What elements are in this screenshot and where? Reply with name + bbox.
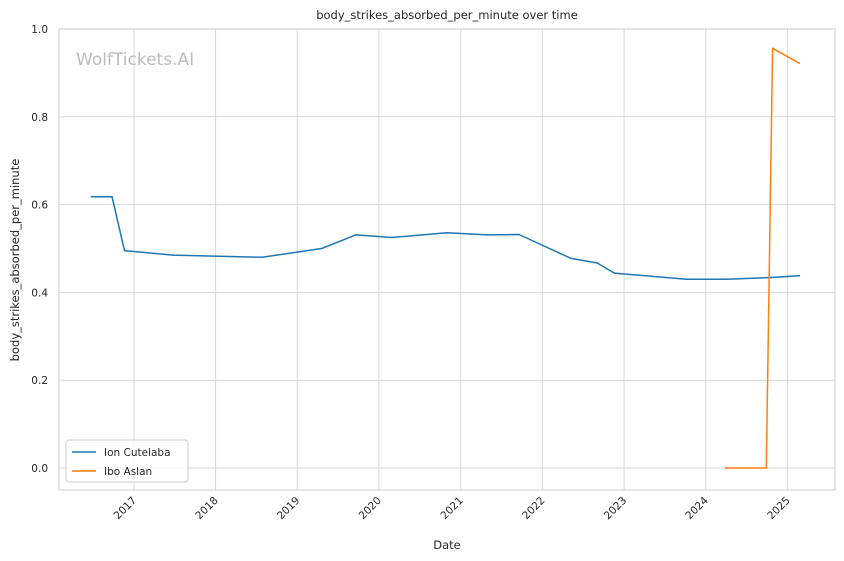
series-point-0 (172, 254, 174, 256)
series-point-0 (798, 274, 801, 277)
y-tick-label: 0.2 (31, 375, 48, 387)
series-line-0 (90, 195, 800, 281)
series-point-0 (685, 278, 688, 281)
legend-label: Ibo Aslan (104, 466, 152, 478)
series-point-1 (771, 47, 774, 50)
series-point-0 (613, 272, 616, 274)
series-lines (90, 47, 801, 469)
series-point-0 (446, 231, 448, 234)
y-tick-label: 0.0 (31, 463, 48, 475)
series-point-0 (724, 278, 727, 281)
y-tick-label: 0.4 (31, 287, 48, 299)
legend-label: Ion Cutelaba (104, 447, 171, 459)
y-tick-label: 1.0 (31, 24, 48, 36)
series-point-0 (596, 262, 599, 264)
watermark: WolfTickets.AI (76, 50, 194, 70)
series-line-1 (724, 47, 800, 469)
series-point-1 (798, 62, 801, 65)
series-point-0 (355, 234, 357, 236)
series-point-0 (518, 233, 520, 236)
y-tick-label: 0.8 (31, 112, 48, 124)
y-axis-label: body_strikes_absorbed_per_minute (8, 159, 22, 362)
x-axis-label: Date (433, 538, 461, 552)
series-point-0 (770, 276, 772, 279)
chart-title: body_strikes_absorbed_per_minute over ti… (316, 8, 578, 22)
series-point-0 (391, 236, 393, 239)
plot-area-frame (58, 28, 836, 491)
grid-lines (59, 28, 835, 490)
y-tick-label: 0.6 (31, 200, 48, 212)
series-point-0 (111, 195, 113, 198)
series-point-0 (569, 257, 572, 259)
series-point-0 (320, 247, 323, 250)
series-point-1 (724, 467, 727, 469)
series-point-1 (765, 467, 768, 469)
legend-box (65, 439, 189, 483)
series-point-0 (123, 249, 126, 252)
series-point-0 (90, 195, 93, 198)
legend: Ion Cutelaba Ibo Aslan (65, 439, 189, 483)
series-point-0 (261, 256, 263, 259)
series-point-0 (486, 234, 489, 236)
